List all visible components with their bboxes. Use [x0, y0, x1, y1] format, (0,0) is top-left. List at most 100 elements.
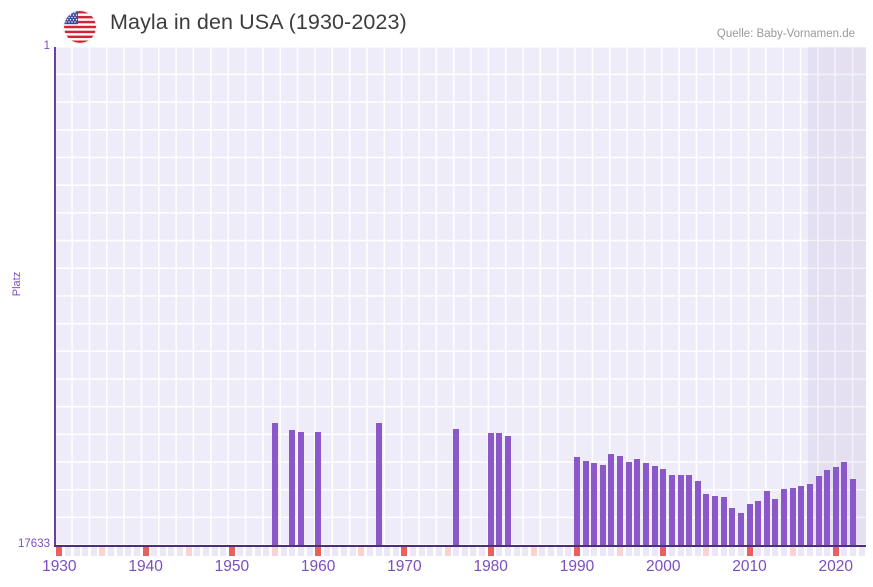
bar-2012[interactable] [763, 491, 770, 546]
x-tick-2018 [815, 547, 822, 556]
x-tick-1951 [237, 547, 244, 556]
y-axis-bottom-label: 17633 [18, 538, 50, 550]
x-tick-1983 [513, 547, 520, 556]
bar-2017[interactable] [806, 484, 813, 546]
x-tick-1935 [99, 547, 106, 556]
bar-2013[interactable] [772, 499, 779, 546]
x-tick-1989 [565, 547, 572, 556]
x-tick-1982 [504, 547, 511, 556]
x-tick-2017 [806, 547, 813, 556]
bar-2004[interactable] [694, 481, 701, 546]
x-axis-label-1980: 1980 [473, 558, 508, 575]
bar-1993[interactable] [599, 465, 606, 546]
x-tick-2016 [798, 547, 805, 556]
bar-2015[interactable] [789, 488, 796, 546]
bar-2020[interactable] [832, 467, 839, 546]
x-tick-1971 [410, 547, 417, 556]
bar-1955[interactable] [272, 423, 278, 546]
x-tick-1963 [341, 547, 348, 556]
x-tick-1991 [582, 547, 589, 556]
x-tick-2014 [781, 547, 788, 556]
x-tick-2021 [841, 547, 848, 556]
bar-2005[interactable] [703, 494, 710, 546]
bar-2008[interactable] [729, 508, 736, 546]
x-tick-2020 [832, 547, 839, 556]
x-tick-1953 [254, 547, 261, 556]
bar-1982[interactable] [504, 436, 511, 546]
x-tick-1952 [246, 547, 253, 556]
bar-1999[interactable] [651, 466, 658, 546]
x-tick-1955 [272, 547, 278, 556]
x-tick-2008 [729, 547, 736, 556]
bar-2019[interactable] [824, 470, 831, 546]
x-tick-1969 [392, 547, 399, 556]
bar-1994[interactable] [608, 454, 615, 546]
x-tick-1998 [642, 547, 649, 556]
bar-2011[interactable] [755, 501, 762, 546]
bar-2021[interactable] [841, 462, 848, 546]
x-tick-1947 [202, 547, 209, 556]
x-tick-1962 [332, 547, 339, 556]
bar-1981[interactable] [496, 433, 503, 546]
x-tick-1970 [401, 547, 408, 556]
x-tick-1936 [108, 547, 115, 556]
x-axis-label-2020: 2020 [818, 558, 854, 575]
bar-1980[interactable] [487, 433, 494, 546]
x-tick-2010 [746, 547, 753, 556]
x-tick-1965 [358, 547, 365, 556]
x-tick-2003 [686, 547, 693, 556]
x-tick-1997 [634, 547, 641, 556]
bar-1990[interactable] [573, 457, 580, 546]
x-tick-1985 [530, 547, 537, 556]
bar-2002[interactable] [677, 475, 684, 546]
bar-2022[interactable] [850, 479, 857, 546]
y-axis-title: Platz [11, 271, 23, 297]
x-tick-1944 [177, 547, 184, 556]
chart-header: Mayla in den USA (1930-2023) Quelle: Bab… [0, 0, 873, 47]
bar-1957[interactable] [289, 430, 296, 546]
x-tick-1978 [470, 547, 477, 556]
x-tick-1957 [289, 547, 296, 556]
bar-1995[interactable] [617, 456, 624, 546]
bar-2010[interactable] [746, 504, 753, 546]
x-tick-1975 [444, 547, 451, 556]
x-tick-1959 [306, 547, 313, 556]
bar-2016[interactable] [798, 486, 805, 546]
bar-2014[interactable] [781, 489, 788, 546]
bar-1996[interactable] [625, 462, 632, 546]
x-tick-2015 [789, 547, 796, 556]
bar-1960[interactable] [315, 432, 322, 546]
bar-1992[interactable] [591, 463, 598, 546]
x-tick-1976 [453, 547, 460, 556]
chart-title: Mayla in den USA (1930-2023) [110, 10, 407, 34]
x-tick-1993 [599, 547, 606, 556]
bar-series [55, 47, 866, 546]
x-tick-2001 [668, 547, 675, 556]
chart-source-label: Quelle: Baby-Vornamen.de [716, 28, 855, 40]
bar-1998[interactable] [642, 463, 649, 546]
x-tick-1939 [133, 547, 140, 556]
bar-1997[interactable] [634, 459, 641, 546]
x-tick-2023 [858, 547, 865, 556]
x-tick-1984 [522, 547, 529, 556]
bar-1967[interactable] [375, 423, 382, 546]
x-tick-1977 [461, 547, 468, 556]
bar-2007[interactable] [720, 497, 727, 546]
bar-2009[interactable] [737, 513, 744, 546]
bar-2006[interactable] [712, 496, 719, 546]
x-tick-1961 [323, 547, 330, 556]
x-tick-1964 [349, 547, 356, 556]
x-tick-1932 [73, 547, 80, 556]
bar-2001[interactable] [668, 475, 675, 546]
x-tick-2006 [712, 547, 719, 556]
x-tick-1954 [263, 547, 270, 556]
bar-1958[interactable] [297, 432, 304, 546]
bar-2003[interactable] [686, 475, 693, 546]
bar-1991[interactable] [582, 461, 589, 546]
x-tick-1973 [427, 547, 434, 556]
bar-2000[interactable] [660, 469, 667, 546]
bar-2018[interactable] [815, 476, 822, 546]
x-tick-1942 [159, 547, 166, 556]
x-tick-1979 [479, 547, 486, 556]
bar-1976[interactable] [453, 429, 460, 546]
